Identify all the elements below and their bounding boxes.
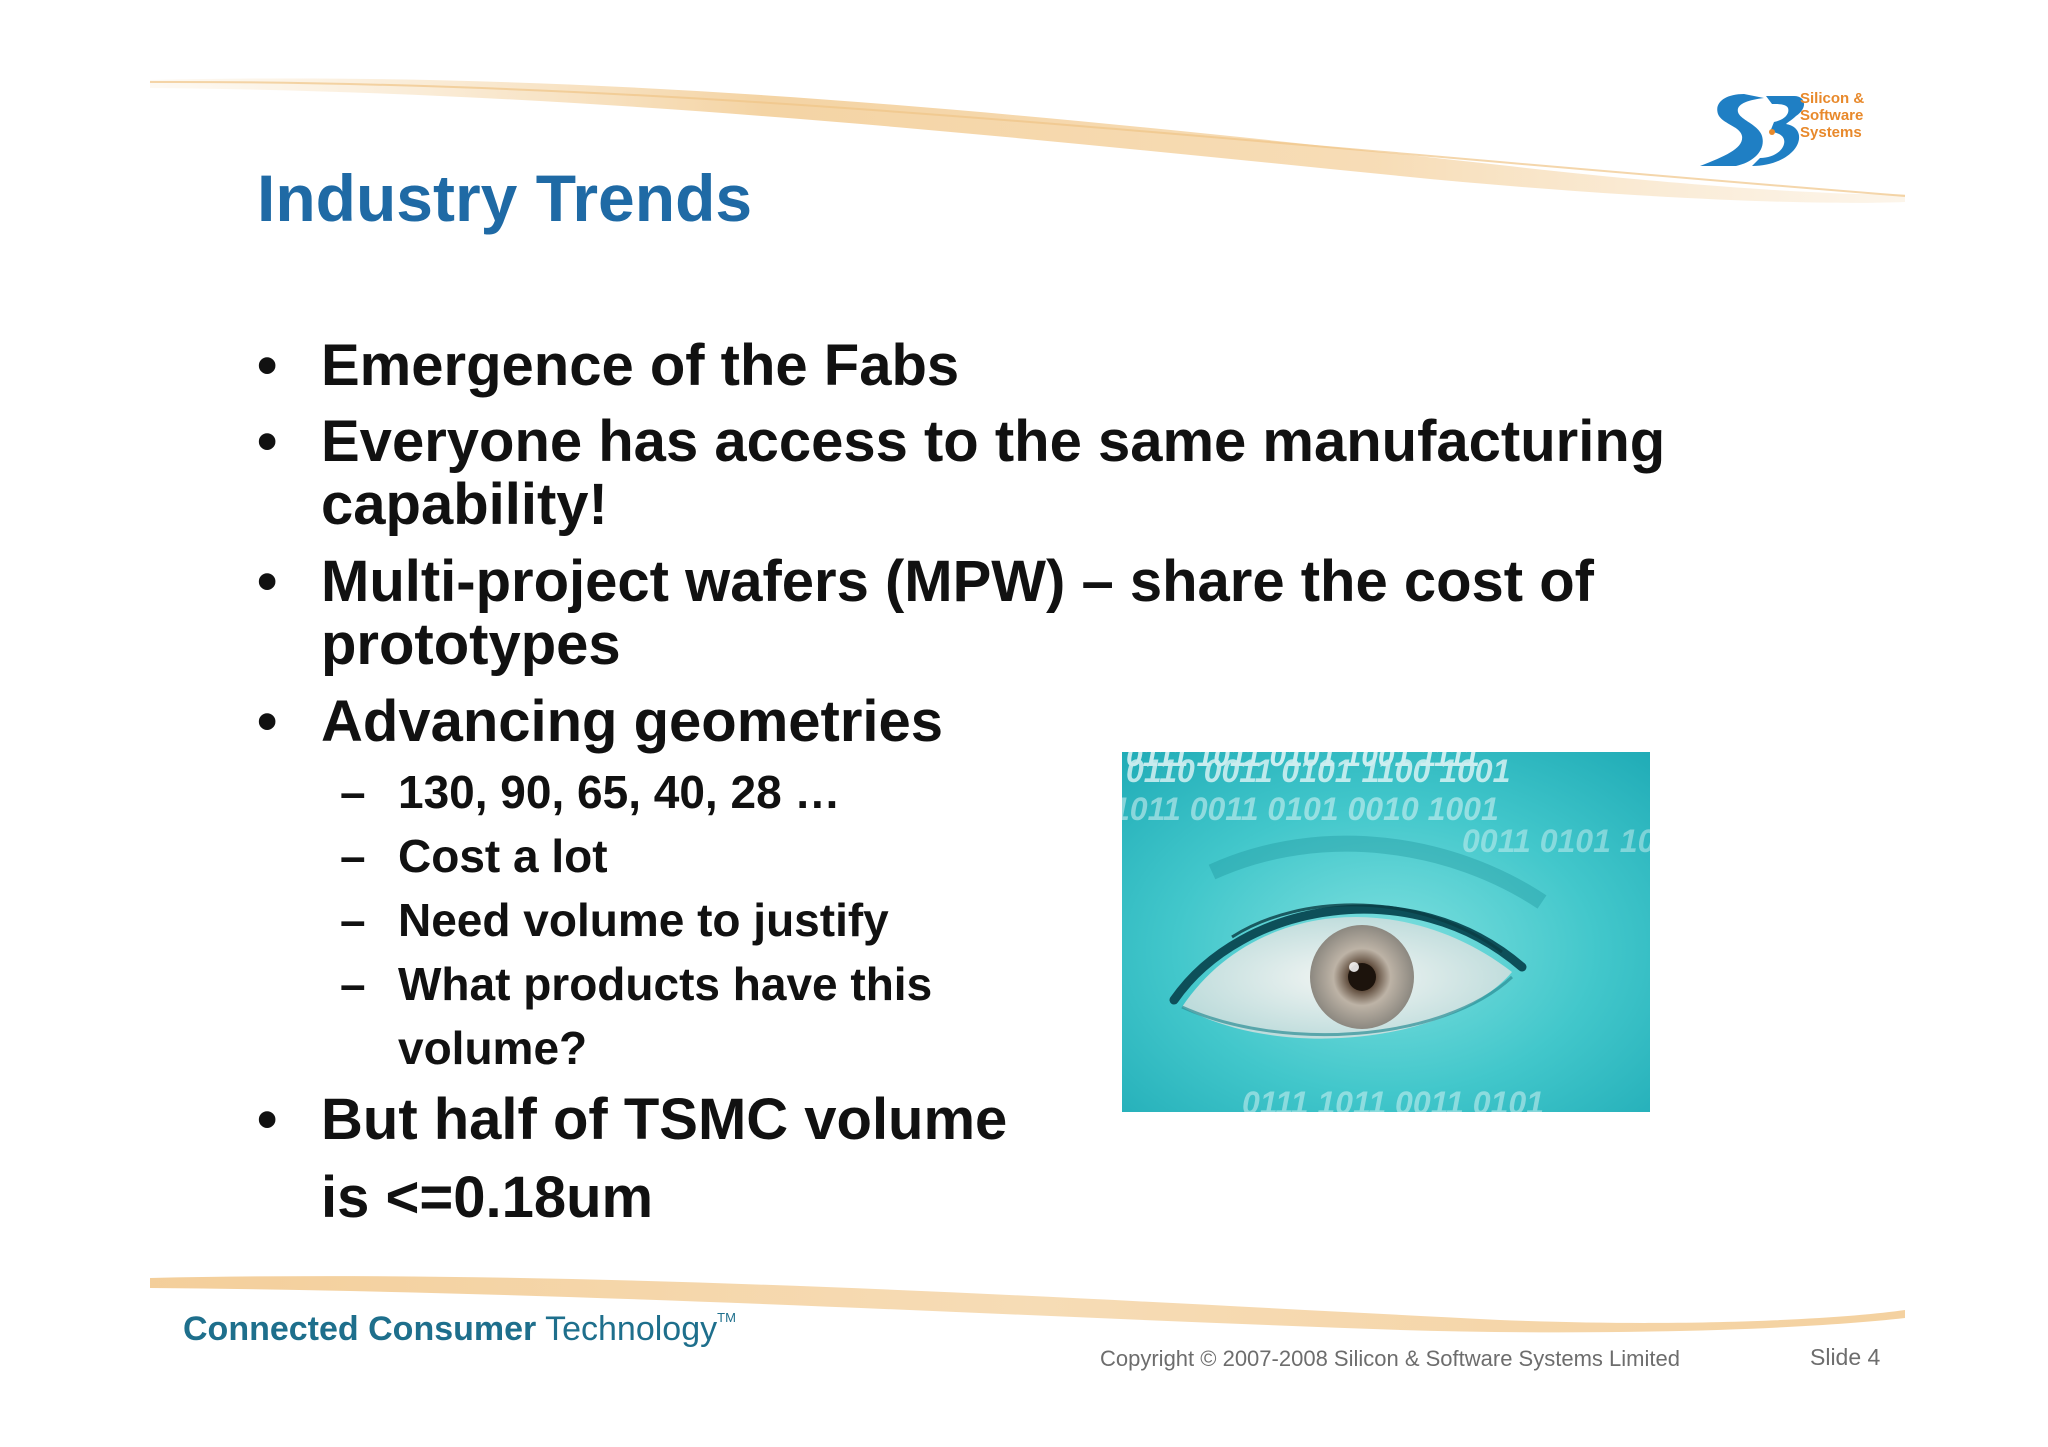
bullet-text: is <=0.18um xyxy=(321,1165,654,1230)
sub-bullet-text: volume? xyxy=(398,1022,588,1074)
sub-bullet-text: 130, 90, 65, 40, 28 … xyxy=(398,766,841,818)
sub-bullet-marker: – xyxy=(340,830,366,882)
bullet-text: Everyone has access to the same manufact… xyxy=(321,409,1666,474)
binary-row: 0011 0101 1001 xyxy=(1462,823,1650,859)
binary-row: 1011 0011 0101 0010 1001 xyxy=(1122,791,1499,827)
bullet-marker: • xyxy=(257,689,278,754)
logo-company-name: Silicon & Software Systems xyxy=(1800,90,1864,141)
s3-logo-icon xyxy=(1700,94,1805,166)
sub-bullet-marker: – xyxy=(340,894,366,946)
slide-title: Industry Trends xyxy=(257,161,753,235)
binary-row: 0111 1011 0011 0101 xyxy=(1242,1085,1544,1112)
bullet-text: capability! xyxy=(321,472,608,537)
brand-part-2: Technology xyxy=(545,1310,718,1348)
slide-number: Slide 4 xyxy=(1810,1344,1881,1370)
eye-binary-photo: 0111 1011 0101 1001 1111 0110 0011 0101 … xyxy=(1122,752,1650,1112)
sub-bullet-text: Cost a lot xyxy=(398,830,608,882)
bullet-marker: • xyxy=(257,333,278,398)
logo-line-1: Silicon & xyxy=(1800,90,1865,107)
sub-bullet-text: Need volume to justify xyxy=(398,894,889,946)
top-swoosh-decoration xyxy=(149,78,1906,203)
logo-line-2: Software xyxy=(1800,107,1864,124)
brand-trademark: TM xyxy=(717,1310,736,1325)
bullet-text: Multi-project wafers (MPW) – share the c… xyxy=(321,549,1594,614)
footer-brand-logo: Connected Consumer TechnologyTM xyxy=(183,1310,736,1349)
sub-bullet-text: What products have this xyxy=(398,958,933,1010)
binary-row: 0111 1011 0101 1001 1111 xyxy=(1126,752,1480,773)
bullet-text: Advancing geometries xyxy=(321,689,944,754)
brand-part-1: Connected Consumer xyxy=(183,1310,537,1348)
copyright-text: Copyright © 2007-2008 Silicon & Software… xyxy=(1100,1346,1680,1371)
bullet-text: prototypes xyxy=(321,612,621,677)
bullet-marker: • xyxy=(257,549,278,614)
bullet-marker: • xyxy=(257,1087,278,1152)
sub-bullet-marker: – xyxy=(340,766,366,818)
bullet-marker: • xyxy=(257,409,278,474)
bullet-text: But half of TSMC volume xyxy=(321,1087,1008,1152)
binary-row: 0110 0011 0101 1100 1001 xyxy=(1126,753,1510,789)
sub-bullet-marker: – xyxy=(340,958,366,1010)
bullet-text: Emergence of the Fabs xyxy=(321,333,960,398)
logo-line-3: Systems xyxy=(1800,124,1862,141)
